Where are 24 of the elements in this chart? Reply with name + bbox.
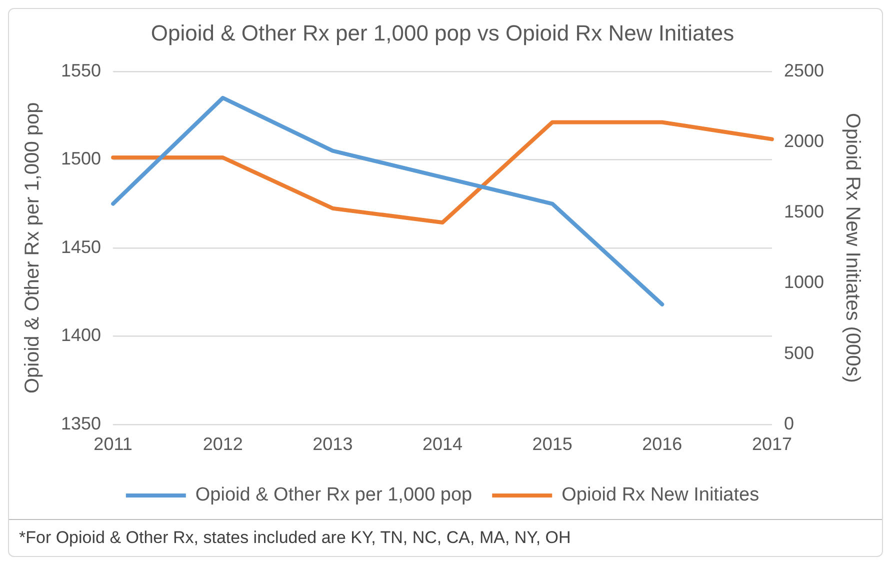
- x-tick-label: 2014: [422, 434, 463, 454]
- y2-tick-label: 1500: [784, 202, 824, 222]
- x-tick-label: 2016: [642, 434, 682, 454]
- y2-tick-label: 500: [784, 342, 814, 363]
- legend-label: Opioid & Other Rx per 1,000 pop: [195, 484, 472, 506]
- y-tick-label: 1500: [60, 148, 102, 169]
- text: *For Opioid & Other Rx, states included are KY, TN, NC, CA, MA, NY, OH: [9, 519, 882, 548]
- x-tick-label: 2017: [752, 434, 792, 454]
- y-tick-label: 1550: [60, 60, 102, 80]
- y-axis-title: Opioid & Other Rx per 1,000 pop: [22, 102, 44, 394]
- y-tick-label: 1450: [60, 236, 102, 257]
- x-tick-label: 2012: [202, 434, 243, 454]
- chart-title: Opioid & Other Rx per 1,000 pop vs Opioid Rx New Initiates: [150, 20, 734, 46]
- y-tick-label: 1350: [60, 413, 102, 434]
- y2-tick-label: 2000: [784, 130, 824, 151]
- legend-label: Opioid Rx New Initiates: [562, 484, 760, 506]
- y2-axis-title: Opioid Rx New Initiates (000s): [841, 112, 864, 383]
- x-tick-label: 2013: [312, 434, 353, 454]
- y-tick-label: 1400: [60, 325, 102, 346]
- y2-tick-label: 0: [784, 413, 794, 434]
- x-tick-label: 2015: [532, 434, 572, 454]
- y2-tick-label: 2500: [784, 60, 824, 80]
- x-tick-label: 2011: [94, 434, 132, 454]
- y2-tick-label: 1000: [784, 272, 824, 292]
